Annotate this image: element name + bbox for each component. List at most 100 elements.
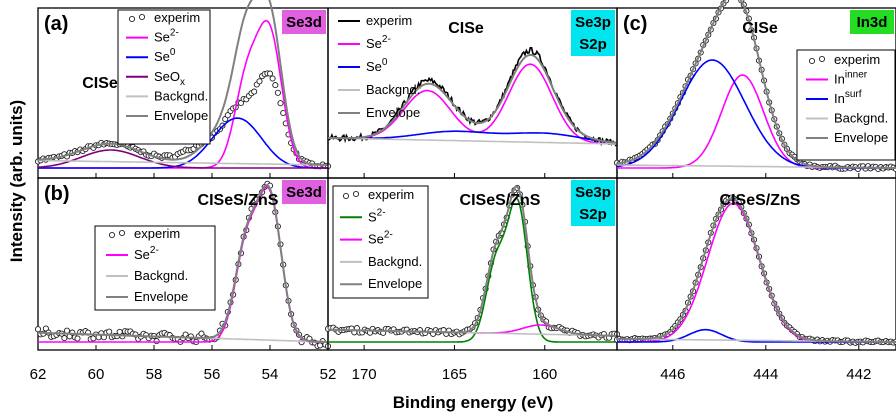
legend-entry: Backgnd. (834, 111, 888, 126)
series-envelope-line (37, 0, 328, 166)
legend-box (332, 185, 429, 299)
legend-marker (352, 190, 360, 198)
data-point (74, 335, 81, 342)
legend-entry: experim (834, 52, 880, 67)
data-point (224, 112, 231, 119)
panel-1: Se3d(a)CISeexperimSe2-Se0SeOxBackgnd.Env… (34, 0, 332, 179)
sample-label: CISe (82, 75, 118, 92)
legend-entry: Backgnd. (154, 88, 208, 103)
series-in-inner-line (617, 202, 896, 343)
panel-label: (c) (623, 13, 647, 35)
region-tag-label: S2p (579, 206, 607, 223)
legend-entry: Backgnd. (134, 268, 188, 283)
panel-label: (a) (44, 13, 68, 35)
region-tag-label: Se3p (575, 14, 611, 31)
series-envelope-line (616, 0, 896, 169)
sample-label: CISeS/ZnS (198, 192, 279, 209)
legend: experim Se2- Se0 Backgnd. Envelope (338, 13, 420, 120)
x-tick-label: 62 (30, 366, 47, 383)
series-se0-line (38, 117, 328, 169)
y-axis-label: Intensity (arb. units) (7, 100, 26, 262)
legend-entry: Envelope (134, 289, 188, 304)
data-point (269, 75, 276, 82)
legend-marker (342, 192, 350, 200)
panel-6: CISeS/ZnS 446 444 442 (613, 177, 896, 383)
data-point (63, 327, 71, 334)
series-envelope-line (328, 185, 617, 337)
region-tag-bg (571, 10, 615, 56)
series-envelope-line (617, 197, 896, 343)
x-tick-label: 58 (146, 366, 163, 383)
legend-entry: Envelope (368, 276, 422, 291)
series-envelope-line (38, 184, 328, 343)
panel-frame (616, 177, 896, 351)
legend-entry: Envelope (366, 105, 420, 120)
series-envelope-line (328, 53, 618, 144)
sample-label: CISeS/ZnS (720, 192, 801, 209)
region-tag-bg (282, 10, 326, 34)
region-tag-bg (282, 180, 326, 204)
legend-entry: experim (154, 10, 200, 25)
legend-marker (138, 13, 146, 21)
data-point (274, 89, 281, 96)
series-experim-points (613, 194, 896, 346)
region-tag-bg (850, 10, 894, 34)
series-se0-line (328, 130, 618, 144)
legend-entry: SeOx (154, 69, 185, 88)
x-tick-label: 170 (352, 366, 377, 383)
legend-box (796, 49, 896, 161)
region-tag-label: Se3d (286, 184, 322, 201)
x-tick-label: 160 (532, 366, 557, 383)
panel-5: Se3pS2pCISeS/ZnSexperimS2-Se2-Backgnd.En… (324, 177, 621, 383)
legend-entry: Backgnd. (368, 254, 422, 269)
data-point (272, 82, 279, 89)
series-backgnd--line (38, 159, 328, 166)
legend-marker (118, 229, 126, 237)
region-tag-bg (571, 180, 615, 226)
sample-label: CISe (742, 20, 778, 37)
panel-label: (b) (44, 183, 70, 205)
data-point (251, 88, 258, 95)
legend-entry: experim (366, 13, 412, 28)
legend-entry: experim (368, 187, 414, 202)
legend-marker (128, 15, 136, 23)
legend-marker (108, 231, 116, 239)
region-tag-label: In3d (857, 14, 888, 31)
data-point (153, 338, 160, 345)
legend-marker (808, 57, 816, 65)
data-point (34, 326, 42, 333)
panel-2: Se3p S2p CISe experim Se2- Se0 Backgnd. Envelop… (327, 7, 618, 179)
panel-3: In3d(c) CISeexperimIninnerInsurfBackgnd.E… (613, 0, 896, 179)
series-s2--line (328, 197, 617, 343)
data-point (61, 335, 68, 342)
x-tick-label: 54 (262, 366, 279, 383)
data-point (256, 78, 263, 85)
data-point (266, 70, 274, 77)
region-tag-label: Se3p (575, 184, 611, 201)
legend-entry: Backgnd. (366, 82, 420, 97)
x-tick-label: 52 (320, 366, 337, 383)
x-tick-label: 442 (846, 366, 871, 383)
legend-entry: Envelope (834, 130, 888, 145)
legend-marker (818, 55, 826, 63)
data-point (277, 100, 284, 107)
x-tick-label: 446 (660, 366, 685, 383)
legend-entry: experim (134, 226, 180, 241)
legend-entry: Envelope (154, 108, 208, 123)
panel-4: Se3d(b) CISeS/ZnSexperimSe2-Backgnd.Envel… (30, 177, 337, 383)
x-tick-label: 165 (442, 366, 467, 383)
region-tag-label: S2p (579, 36, 607, 53)
x-tick-label: 444 (753, 366, 778, 383)
legend-entry: Se0 (366, 57, 388, 74)
series-seox-line (37, 149, 328, 169)
sample-label: CISeS/ZnS (460, 192, 541, 209)
x-tick-label: 60 (88, 366, 105, 383)
region-tag-label: Se3d (286, 14, 322, 31)
series-backgnd--line (328, 137, 617, 145)
x-axis-label: Binding energy (eV) (393, 393, 554, 412)
